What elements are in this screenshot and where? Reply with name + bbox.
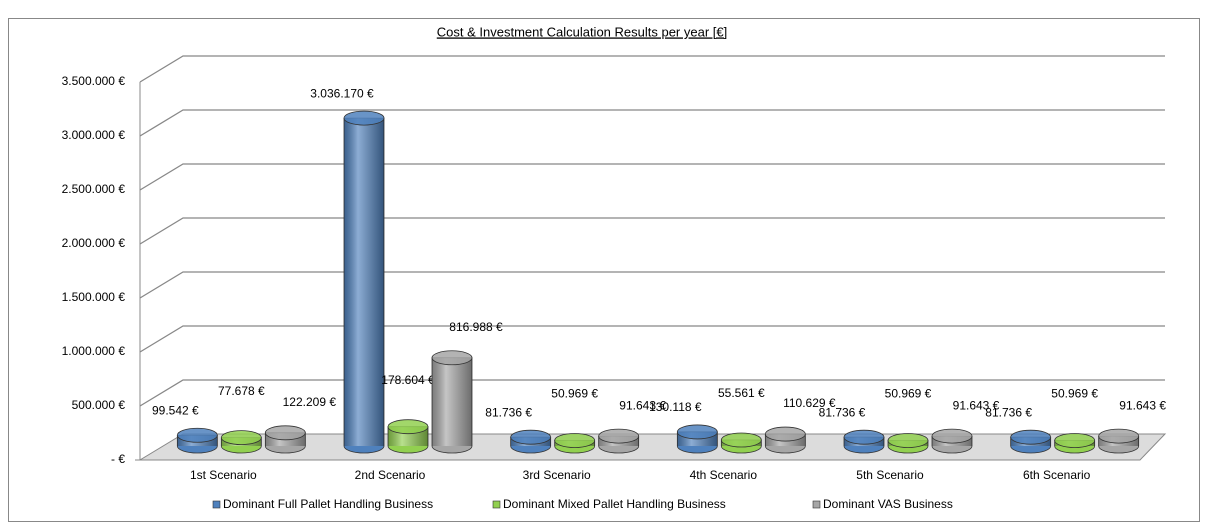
- legend-swatch: [492, 500, 501, 509]
- grid-line: [139, 217, 1165, 245]
- value-label: 81.736 €: [819, 405, 866, 419]
- y-tick-label: 3.000.000 €: [62, 128, 126, 142]
- bar-top: [1010, 429, 1052, 445]
- value-label: 55.561 €: [718, 386, 765, 400]
- value-label: 50.969 €: [1051, 387, 1098, 401]
- legend-label: Dominant VAS Business: [823, 497, 953, 511]
- bar-top: [343, 110, 385, 126]
- y-tick-label: 2.000.000 €: [62, 236, 126, 250]
- legend-label: Dominant Full Pallet Handling Business: [223, 497, 433, 511]
- bar-top: [554, 433, 596, 448]
- bar-top: [598, 428, 640, 444]
- y-tick-label: 3.500.000 €: [62, 74, 126, 88]
- value-label: 77.678 €: [218, 384, 265, 398]
- bar-top: [1054, 433, 1096, 448]
- bar-top: [264, 425, 306, 441]
- value-label: 91.643 €: [1119, 398, 1166, 412]
- value-label: 3.036.170 €: [310, 86, 374, 100]
- y-tick-label: 2.500.000 €: [62, 182, 126, 196]
- value-label: 91.643 €: [619, 398, 666, 412]
- bar-top: [931, 428, 973, 444]
- value-label: 122.209 €: [283, 395, 337, 409]
- bar-top: [176, 427, 218, 443]
- grid-line: [139, 109, 1165, 137]
- value-label: 99.542 €: [152, 403, 199, 417]
- value-label: 130.118 €: [649, 400, 702, 414]
- value-label: 816.988 €: [449, 320, 503, 334]
- grid-line: [139, 271, 1165, 299]
- grid-line: [139, 55, 1165, 83]
- bar-top: [510, 429, 552, 445]
- bar-shade: [344, 118, 384, 447]
- bar-top: [887, 433, 929, 448]
- bar-top: [431, 350, 473, 366]
- bar-top: [387, 419, 429, 435]
- x-tick-label: 5th Scenario: [856, 468, 924, 482]
- grid-line: [139, 325, 1165, 353]
- value-label: 91.643 €: [953, 398, 1000, 412]
- legend-swatch: [812, 500, 821, 509]
- bar-top: [764, 426, 806, 442]
- value-label: 50.969 €: [551, 387, 598, 401]
- bar-top: [1098, 428, 1140, 444]
- x-tick-label: 3rd Scenario: [523, 468, 591, 482]
- value-label: 110.629 €: [783, 396, 836, 410]
- bar-top: [676, 424, 718, 440]
- bar-top: [720, 432, 762, 448]
- value-label: 50.969 €: [885, 387, 932, 401]
- y-tick-label: 1.000.000 €: [62, 344, 126, 358]
- bar-top: [843, 429, 885, 445]
- bar-shade: [432, 357, 472, 446]
- y-tick-label: - €: [111, 452, 125, 466]
- legend-swatch: [212, 500, 221, 509]
- grid-line: [139, 379, 1165, 407]
- value-label: 178.604 €: [381, 373, 435, 387]
- grid-line: [139, 163, 1165, 191]
- x-tick-label: 2nd Scenario: [355, 468, 426, 482]
- x-tick-label: 4th Scenario: [690, 468, 758, 482]
- value-label: 81.736 €: [485, 405, 532, 419]
- x-tick-label: 6th Scenario: [1023, 468, 1091, 482]
- chart-title: Cost & Investment Calculation Results pe…: [437, 24, 727, 39]
- bar-top: [220, 430, 262, 446]
- y-tick-label: 500.000 €: [72, 398, 126, 412]
- y-tick-label: 1.500.000 €: [62, 290, 126, 304]
- value-label: 81.736 €: [985, 405, 1032, 419]
- legend-label: Dominant Mixed Pallet Handling Business: [503, 497, 726, 511]
- x-tick-label: 1st Scenario: [190, 468, 257, 482]
